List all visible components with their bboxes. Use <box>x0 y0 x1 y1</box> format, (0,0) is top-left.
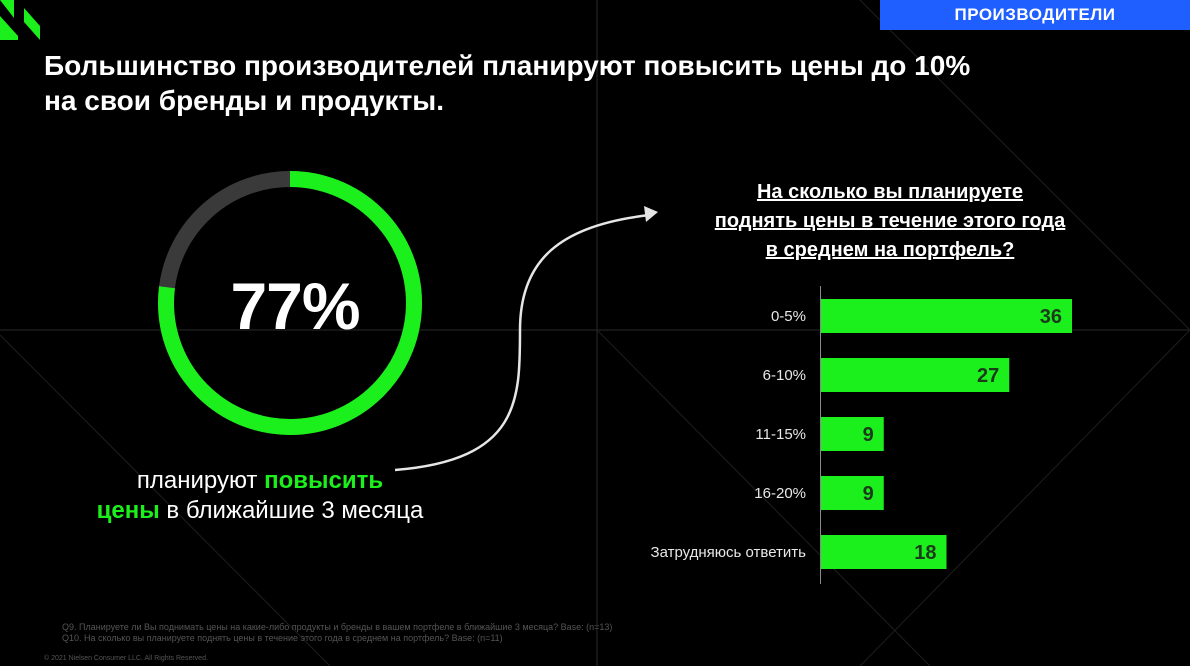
brand-logo-icon <box>0 0 40 40</box>
bar-value-label-1: 27 <box>977 365 999 387</box>
title-line-2: на свои бренды и продукты. <box>44 85 444 116</box>
chart-question: На сколько вы планируете поднять цены в … <box>640 178 1140 265</box>
kpi-value: 77% <box>230 269 360 343</box>
footnote-q9: Q9. Планируете ли Вы поднимать цены на к… <box>62 622 613 632</box>
question-line-3: в среднем на портфель? <box>765 239 1015 261</box>
caption-highlight-1: повысить <box>264 467 384 494</box>
caption-highlight-2: цены <box>96 497 160 524</box>
bar-3 <box>821 476 884 510</box>
page-title: Большинство производителей планируют пов… <box>44 48 1144 118</box>
kpi-caption: планируют повысить цены в ближайшие 3 ме… <box>80 466 440 526</box>
bar-value-label-0: 36 <box>1040 306 1062 328</box>
category-label-3: 16-20% <box>754 485 806 502</box>
caption-pre: планируют <box>136 467 265 494</box>
bar-4 <box>821 535 947 569</box>
question-line-1: На сколько вы планируете <box>756 181 1024 203</box>
footnote-q10: Q10. На сколько вы планируете поднять це… <box>62 633 503 643</box>
section-tag: ПРОИЗВОДИТЕЛИ <box>880 0 1190 30</box>
donut-value-arc <box>158 171 422 435</box>
category-label-2: 11-15% <box>755 426 806 443</box>
bar-value-label-4: 18 <box>914 542 936 564</box>
category-label-0: 0-5% <box>771 308 806 325</box>
footnotes: Q9. Планируете ли Вы поднимать цены на к… <box>62 622 612 644</box>
bar-value-label-2: 9 <box>863 424 874 446</box>
caption-post: в ближайшие 3 месяца <box>159 497 424 524</box>
category-label-4: Затрудняюсь ответить <box>651 544 807 561</box>
title-line-1: Большинство производителей планируют пов… <box>44 50 971 81</box>
bar-value-label-3: 9 <box>863 483 874 505</box>
question-line-2: поднять цены в течение этого года <box>714 210 1066 232</box>
category-label-1: 6-10% <box>763 367 806 384</box>
bar-0 <box>821 299 1072 333</box>
bar-1 <box>821 358 1010 392</box>
bar-2 <box>821 417 884 451</box>
copyright: © 2021 Nielsen Consumer LLC. All Rights … <box>44 655 208 662</box>
donut-chart <box>158 171 422 435</box>
